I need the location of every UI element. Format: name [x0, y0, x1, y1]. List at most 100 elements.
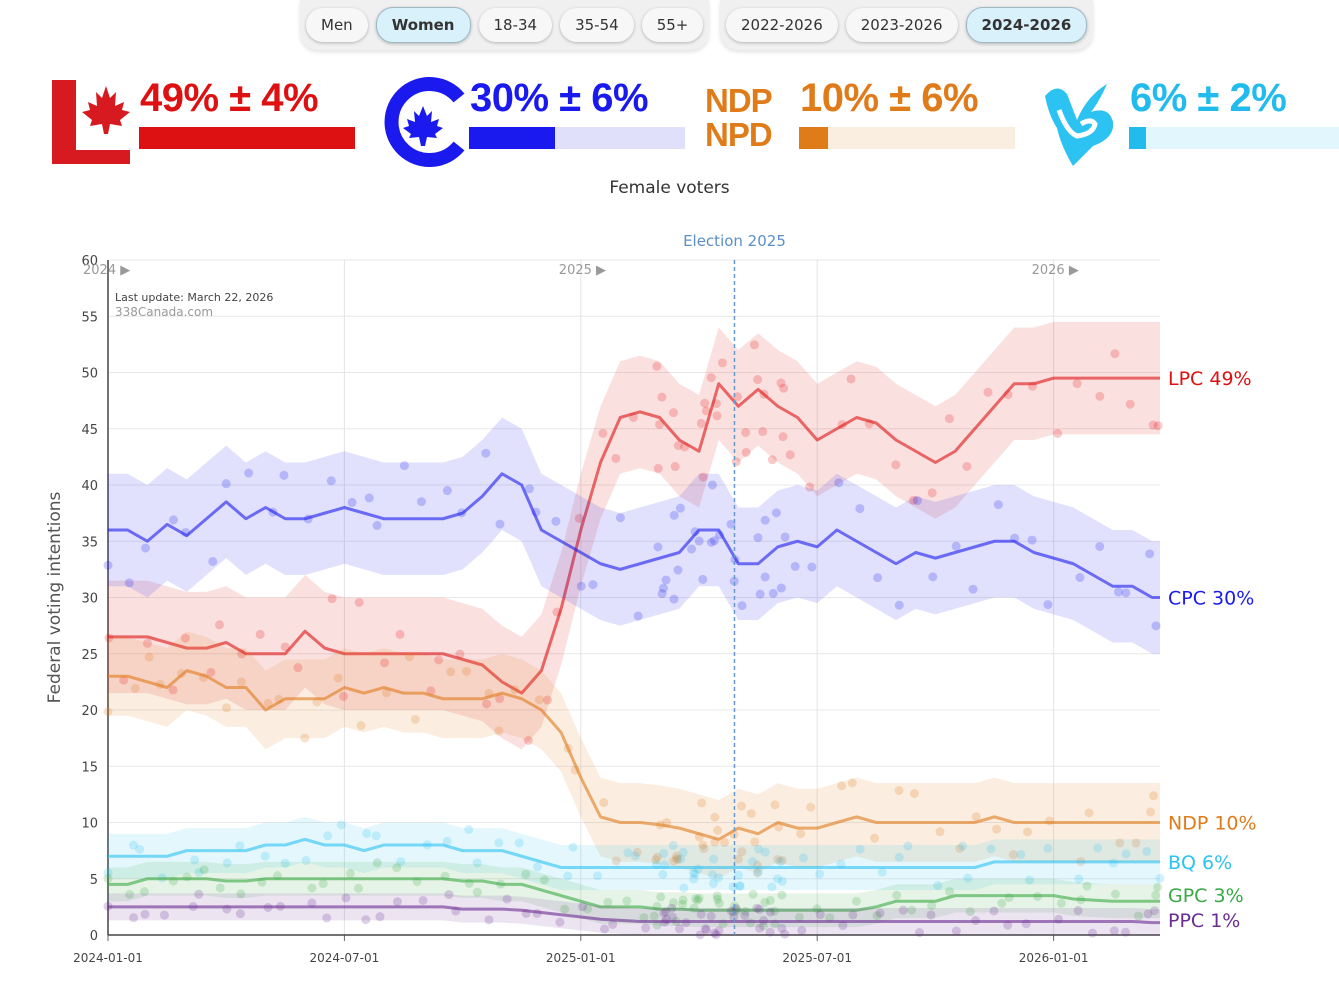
poll-point [894, 852, 904, 862]
poll-point [263, 698, 273, 708]
poll-point [708, 878, 718, 888]
poll-point [1082, 881, 1092, 891]
poll-point [877, 867, 887, 877]
poll-point [125, 889, 135, 899]
poll-point [674, 924, 684, 934]
poll-point [418, 895, 428, 905]
poll-point [993, 500, 1003, 510]
poll-point [968, 584, 978, 594]
poll-point [741, 427, 751, 437]
filter-period-2022-2026[interactable]: 2022-2026 [726, 8, 838, 42]
filter-women[interactable]: Women [375, 7, 471, 43]
poll-point [159, 910, 169, 920]
filter-55-plus[interactable]: 55+ [641, 8, 704, 42]
bq-percentage: 6% ± 2% [1130, 76, 1287, 120]
poll-point [806, 802, 816, 812]
poll-point [103, 707, 113, 717]
poll-point [695, 930, 705, 940]
y-tick-label: 60 [81, 254, 98, 269]
poll-point [657, 392, 667, 402]
poll-point [603, 897, 613, 907]
poll-point [1115, 838, 1125, 848]
poll-point [301, 856, 311, 866]
filter-period-2023-2026[interactable]: 2023-2026 [845, 8, 958, 42]
poll-point [825, 913, 835, 923]
filter-35-54[interactable]: 35-54 [560, 8, 634, 42]
y-tick-label: 15 [81, 760, 98, 775]
poll-point [712, 891, 722, 901]
poll-point [672, 854, 682, 864]
confidence-band [108, 321, 1160, 750]
poll-point [144, 652, 154, 662]
poll-point [103, 560, 113, 570]
y-tick-label: 35 [81, 535, 98, 550]
poll-point [678, 899, 688, 909]
poll-point [1053, 428, 1063, 438]
poll-point [927, 901, 937, 911]
series-cpc: CPC 30% [103, 417, 1254, 654]
poll-point [221, 479, 231, 489]
poll-point [752, 903, 762, 913]
poll-point [755, 923, 765, 933]
poll-point [323, 831, 333, 841]
poll-point [785, 450, 795, 460]
poll-point [698, 574, 708, 584]
poll-point [1095, 541, 1105, 551]
poll-point [236, 677, 246, 687]
poll-point [846, 374, 856, 384]
period-filter-group: 2022-2026 2023-2026 2024-2026 [720, 0, 1094, 50]
poll-point [790, 561, 800, 571]
poll-point [599, 798, 609, 808]
series-line [108, 472, 1160, 599]
filter-period-2024-2026[interactable]: 2024-2026 [965, 7, 1088, 43]
poll-point [855, 504, 865, 514]
poll-point [773, 874, 783, 884]
poll-point [1056, 898, 1066, 908]
poll-point [909, 789, 919, 799]
poll-point [345, 868, 355, 878]
poll-point [347, 497, 357, 507]
poll-point [1113, 587, 1123, 597]
poll-point [755, 589, 765, 599]
poll-point [709, 928, 719, 938]
poll-point [737, 847, 747, 857]
poll-point [199, 865, 209, 875]
poll-point [143, 638, 153, 648]
poll-point [235, 841, 245, 851]
poll-point [446, 667, 456, 677]
poll-point [630, 851, 640, 861]
npd-logo-text: NPD [705, 116, 773, 153]
poll-point [235, 909, 245, 919]
poll-point [907, 905, 917, 915]
poll-point [194, 889, 204, 899]
poll-point [399, 461, 409, 471]
poll-point [639, 913, 649, 923]
series-bq: BQ 6% [103, 816, 1232, 893]
year-marker: 2024 ▶ [83, 263, 130, 278]
poll-point [341, 893, 351, 903]
cpc-bar [469, 127, 685, 149]
poll-point [364, 493, 374, 503]
series-gpc: GPC 3% [103, 858, 1244, 931]
poll-point [129, 913, 139, 923]
poll-point [1095, 391, 1105, 401]
poll-point [908, 495, 918, 505]
poll-point [992, 824, 1002, 834]
poll-point [1027, 535, 1037, 545]
poll-point [726, 519, 736, 529]
conservative-logo-icon [384, 77, 465, 167]
poll-point [1084, 808, 1094, 818]
poll-point [688, 868, 698, 878]
poll-point [771, 508, 781, 518]
ndp-logo-text: NDP [705, 82, 773, 119]
poll-point [481, 448, 491, 458]
filter-18-34[interactable]: 18-34 [478, 8, 553, 42]
filter-men[interactable]: Men [306, 8, 368, 42]
poll-point [633, 611, 643, 621]
poll-point [442, 836, 452, 846]
poll-point [693, 895, 703, 905]
poll-point [667, 903, 677, 913]
poll-point [206, 667, 216, 677]
poll-point [776, 583, 786, 593]
y-tick-label: 5 [90, 873, 98, 888]
